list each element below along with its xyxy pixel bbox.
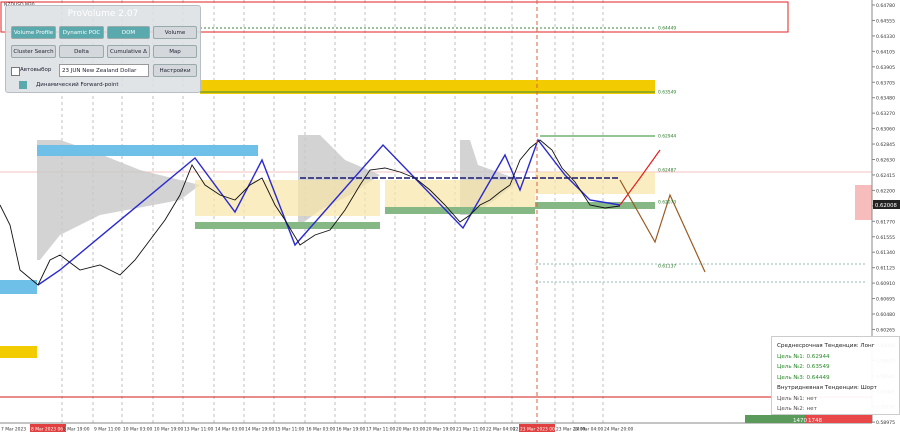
price-label: 0.64105 xyxy=(876,49,895,55)
info-line: Цель №2: нет xyxy=(777,406,817,412)
price-label: 0.62845 xyxy=(876,142,895,148)
time-label: 13 Mar 11:00 xyxy=(184,427,214,433)
time-label: 17 Mar 11:00 xyxy=(366,427,396,433)
button[interactable]: Cluster Search xyxy=(11,45,56,58)
price-label: 0.64555 xyxy=(876,18,895,24)
provolume-panel: ProVolume 2.07 Volume Profile Dynamic PO… xyxy=(5,5,201,93)
time-label: 14 Mar 03:00 xyxy=(215,427,245,433)
instrument-dropdown[interactable]: 23 JUN New Zealand Dollar xyxy=(59,64,149,77)
button[interactable]: Delta xyxy=(59,45,104,58)
price-label: 0.61555 xyxy=(876,235,895,241)
time-highlight xyxy=(519,424,555,432)
price-label: 0.63705 xyxy=(876,80,895,86)
checkbox[interactable] xyxy=(11,67,20,76)
trend-info: Среднесрочная Тенденция: Лонг Цель №1: 0… xyxy=(771,336,900,415)
price-label: 0.63060 xyxy=(876,127,895,133)
time-label: 21 Mar 11:00 xyxy=(456,427,486,433)
time-label: 20 Mar 03:00 xyxy=(396,427,426,433)
price-label: 0.60480 xyxy=(876,312,895,318)
time-label: 14 Mar 19:00 xyxy=(245,427,275,433)
sell-volume: 1748 xyxy=(808,418,822,424)
time-label: 8 Mar 19:00 xyxy=(63,427,90,433)
price-label: 0.60910 xyxy=(876,281,895,287)
price-label: 0.62630 xyxy=(876,158,895,164)
level-label: 0.62073 xyxy=(658,200,676,206)
price-label: 0.63905 xyxy=(876,65,895,71)
time-label: 23 Mar 2023 00:00 xyxy=(520,427,562,433)
time-label: 16 Mar 19:00 xyxy=(336,427,366,433)
price-label: 0.61340 xyxy=(876,250,895,256)
time-label: 22 xyxy=(513,427,519,433)
price-label: 0.58975 xyxy=(876,420,895,426)
price-label: 0.64780 xyxy=(876,3,895,9)
price-label: 0.64330 xyxy=(876,34,895,40)
price-label: 0.61125 xyxy=(876,266,895,272)
info-line: Цель №1: нет xyxy=(777,395,817,402)
time-label: 15 Mar 11:00 xyxy=(275,427,305,433)
time-label: 24 Mar 20:00 xyxy=(604,427,634,433)
panel-title: ProVolume 2.07 xyxy=(67,9,139,19)
info-line: Среднесрочная Тенденция: Лонг xyxy=(777,343,875,349)
time-label: 22 Mar 04:00 xyxy=(486,427,516,433)
price-label: 0.61770 xyxy=(876,219,895,225)
time-label: 23 Mar 20:00 xyxy=(556,427,586,433)
forward-point-toggle[interactable] xyxy=(19,81,27,89)
time-label: 10 Mar 19:00 xyxy=(154,427,184,433)
time-label: 9 Mar 11:00 xyxy=(94,427,121,433)
forward-point-label: Динамический Forward-point xyxy=(36,82,119,88)
level-label: 0.62944 xyxy=(658,134,676,140)
info-line: Цель №1: 0.62944 xyxy=(777,353,830,360)
info-line: Цель №3: 0.64449 xyxy=(777,374,830,381)
buy-volume: 1470 xyxy=(793,418,807,424)
time-highlight xyxy=(30,424,66,432)
button[interactable]: Cumulative Δ xyxy=(107,45,150,58)
button[interactable]: Dynamic POC xyxy=(59,26,104,39)
level-label: 0.64449 xyxy=(658,26,676,32)
time-label: 16 Mar 03:00 xyxy=(306,427,336,433)
level-label: 0.63549 xyxy=(658,90,676,96)
info-line: Цель №2: 0.63549 xyxy=(777,364,830,370)
price-label: 0.63270 xyxy=(876,111,895,117)
price-label: 0.62200 xyxy=(876,188,895,194)
auto-select-label: Автовыбор xyxy=(20,67,52,73)
settings-button[interactable]: Настройки xyxy=(153,64,197,77)
time-label: 10 Mar 03:00 xyxy=(123,427,153,433)
price-label: 0.60265 xyxy=(876,327,895,333)
time-label: 20 Mar 19:00 xyxy=(426,427,456,433)
button[interactable]: Volume Profile xyxy=(11,26,56,39)
button[interactable]: DOM xyxy=(107,26,150,39)
time-label: 7 Mar 2023 xyxy=(1,427,26,433)
price-label: 0.63480 xyxy=(876,96,895,102)
info-line: Внутридневная Тенденция: Шорт xyxy=(777,385,877,391)
time-label: 8 Mar 2023 06:00 xyxy=(31,427,70,433)
level-label: 0.61137 xyxy=(658,264,676,270)
price-label: 0.60695 xyxy=(876,297,895,303)
level-label: 0.62487 xyxy=(658,168,676,174)
time-label: 24 Mar 04:00 xyxy=(574,427,604,433)
button[interactable]: Map xyxy=(153,45,197,58)
button[interactable]: Volume xyxy=(153,26,197,39)
current-price: 0.62008 xyxy=(875,203,898,209)
price-label: 0.62415 xyxy=(876,173,895,179)
